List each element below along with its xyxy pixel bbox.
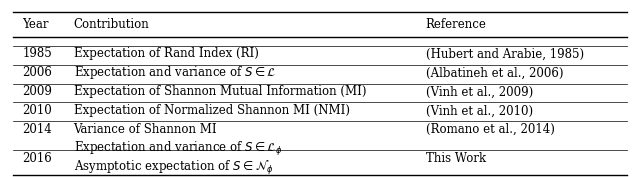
Text: 2009: 2009 <box>22 85 52 98</box>
Text: (Hubert and Arabie, 1985): (Hubert and Arabie, 1985) <box>426 47 584 61</box>
Text: 2010: 2010 <box>22 104 52 117</box>
Text: (Vinh et al., 2010): (Vinh et al., 2010) <box>426 104 532 117</box>
Text: Expectation of Rand Index (RI): Expectation of Rand Index (RI) <box>74 47 259 61</box>
Text: 2006: 2006 <box>22 66 52 79</box>
Text: (Vinh et al., 2009): (Vinh et al., 2009) <box>426 85 533 98</box>
Text: Reference: Reference <box>426 18 486 31</box>
Text: Year: Year <box>22 18 49 31</box>
Text: (Romano et al., 2014): (Romano et al., 2014) <box>426 123 554 136</box>
Text: Contribution: Contribution <box>74 18 149 31</box>
Text: 2016: 2016 <box>22 152 52 165</box>
Text: 1985: 1985 <box>22 47 52 61</box>
Text: (Albatineh et al., 2006): (Albatineh et al., 2006) <box>426 66 563 79</box>
Text: Expectation of Normalized Shannon MI (NMI): Expectation of Normalized Shannon MI (NM… <box>74 104 349 117</box>
Text: 2014: 2014 <box>22 123 52 136</box>
Text: Variance of Shannon MI: Variance of Shannon MI <box>74 123 217 136</box>
Text: Expectation of Shannon Mutual Information (MI): Expectation of Shannon Mutual Informatio… <box>74 85 366 98</box>
Text: Expectation and variance of $S \in \mathcal{L}_{\phi}$: Expectation and variance of $S \in \math… <box>74 140 282 158</box>
Text: Expectation and variance of $S \in \mathcal{L}$: Expectation and variance of $S \in \math… <box>74 64 276 81</box>
Text: This Work: This Work <box>426 152 486 165</box>
Text: Asymptotic expectation of $S \in \mathcal{N}_{\phi}$: Asymptotic expectation of $S \in \mathca… <box>74 159 273 177</box>
